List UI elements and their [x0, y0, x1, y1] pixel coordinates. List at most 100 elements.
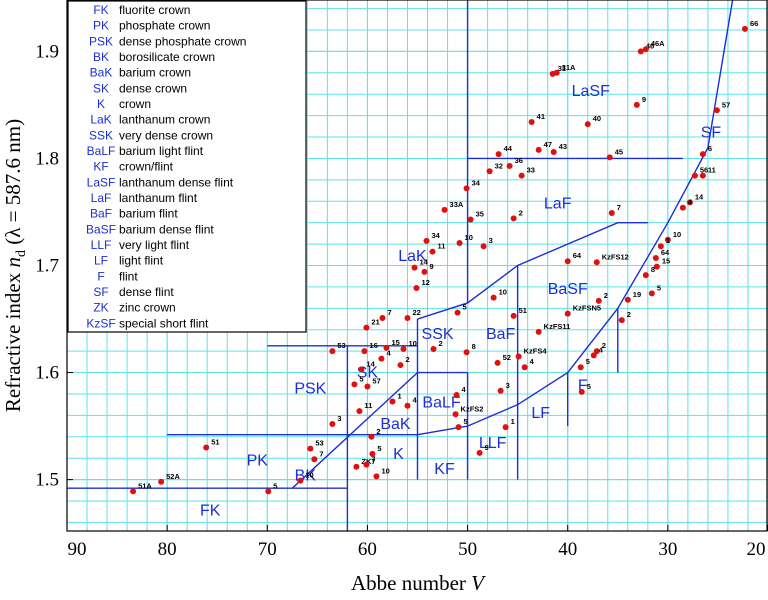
x-tick-label: 30 [658, 539, 677, 560]
glass-point [441, 206, 448, 213]
point-label: 1 [666, 236, 670, 245]
point-label: 14 [366, 359, 375, 368]
legend-code: FK [93, 3, 108, 17]
point-label: KzFS2 [461, 404, 484, 413]
x-tick-label: 60 [358, 539, 377, 560]
glass-point [421, 268, 428, 275]
legend-text: barium dense flint [119, 222, 214, 236]
point-label: 10 [465, 233, 473, 242]
point-label: 14 [695, 192, 704, 201]
glass-point [593, 348, 600, 355]
region-label: LLF [479, 435, 507, 452]
point-label: 10 [381, 466, 389, 475]
glass-point [158, 478, 165, 485]
y-axis-label-part: n [1, 257, 25, 268]
point-label: 66 [750, 19, 758, 28]
glass-point [411, 264, 418, 271]
glass-point [364, 383, 371, 390]
region-label: LaF [544, 195, 572, 212]
glass-point [373, 473, 380, 480]
legend-code: SSK [89, 128, 113, 142]
point-label: 4 [386, 349, 391, 358]
y-tick-label: 1.5 [35, 470, 59, 491]
point-label: 9 [485, 443, 489, 452]
point-label: 1 [397, 391, 401, 400]
legend-text: very light flint [119, 238, 190, 252]
glass-point [564, 310, 571, 317]
legend-code: BaLF [87, 144, 116, 158]
region-label: PSK [294, 381, 326, 398]
legend-text: very dense crown [119, 128, 213, 142]
legend-code: KzSF [86, 316, 115, 330]
point-label: 35 [476, 209, 484, 218]
point-label: 10 [499, 288, 507, 297]
glass-point [307, 445, 314, 452]
point-label: 5 [463, 303, 467, 312]
point-label: 51 [519, 306, 527, 315]
point-label: 4 [530, 357, 535, 366]
glass-point [633, 101, 640, 108]
glass-point [389, 398, 396, 405]
glass-point [400, 346, 407, 353]
point-label: 10 [305, 471, 313, 480]
legend-text: crown [119, 97, 151, 111]
point-label: 19 [633, 290, 641, 299]
legend-text: crown/flint [119, 160, 174, 174]
legend-text: lanthanum flint [119, 191, 198, 205]
glass-point [467, 216, 474, 223]
point-label: 22 [412, 308, 420, 317]
point-label: 45 [615, 147, 623, 156]
region-label: BaF [486, 326, 516, 343]
y-axis-label-part: d [14, 250, 29, 257]
x-axis-label-part: V [471, 571, 486, 595]
glass-point [361, 348, 368, 355]
point-label: 51A [138, 481, 152, 490]
glass-point [495, 151, 502, 158]
point-label: 64 [573, 251, 582, 260]
glass-point [502, 424, 509, 431]
region-label: LaK [398, 248, 427, 265]
glass-point [648, 290, 655, 297]
point-label: 5 [377, 444, 381, 453]
glass-point [553, 69, 560, 76]
legend-text: barium crown [119, 66, 191, 80]
glass-point [564, 258, 571, 265]
glass-point [413, 284, 420, 291]
legend-code: SF [93, 285, 108, 299]
legend-code: LLF [91, 238, 112, 252]
legend-text: lanthanum dense flint [119, 175, 234, 189]
y-axis-label-part: Refractive index [1, 268, 25, 413]
glass-point [679, 204, 686, 211]
glass-point [595, 297, 602, 304]
point-label: ZK7 [361, 457, 375, 466]
point-label: 6 [708, 144, 712, 153]
glass-point [329, 348, 336, 355]
region-label: BaSF [548, 281, 588, 298]
glass-point [463, 185, 470, 192]
point-label: 46 [646, 41, 654, 50]
point-label: 8 [651, 265, 655, 274]
point-label: KzFSN5 [573, 304, 601, 313]
point-label: 5 [587, 382, 591, 391]
point-label: 34 [472, 178, 481, 187]
point-label: 4 [688, 198, 693, 207]
point-label: 3 [489, 236, 493, 245]
glass-point [379, 314, 386, 321]
point-label: 44 [504, 144, 513, 153]
point-label: 5 [359, 374, 363, 383]
point-label: 2 [519, 208, 523, 217]
point-label: 31A [562, 63, 576, 72]
legend-code: KF [93, 160, 108, 174]
legend-code: PK [93, 19, 109, 33]
x-tick-label: 40 [558, 539, 577, 560]
point-label: 2 [627, 310, 631, 319]
region-label: K [393, 446, 404, 463]
point-label: 2 [439, 339, 443, 348]
point-label: 56 [700, 166, 708, 175]
glass-point [550, 149, 557, 156]
point-label: 5 [464, 417, 468, 426]
point-label: KzFS12 [602, 252, 629, 261]
